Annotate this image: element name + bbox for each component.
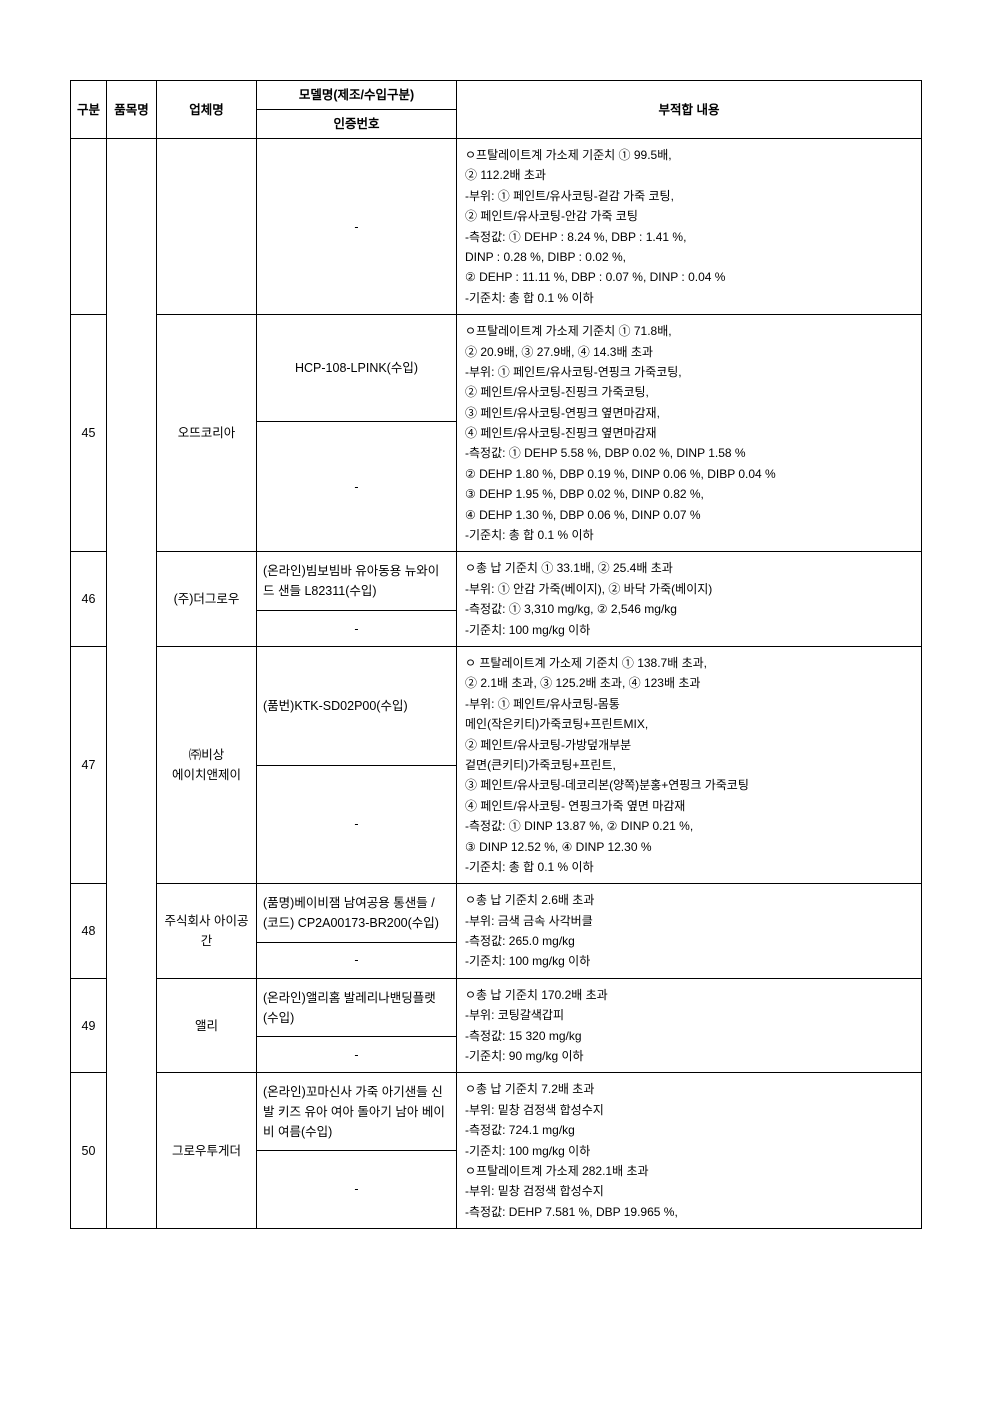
row-content: ㅇ총 납 기준치 170.2배 초과 -부위: 코팅갈색갑피 -측정값: 15 … xyxy=(457,978,922,1073)
row-item xyxy=(107,315,157,552)
row-item xyxy=(107,978,157,1073)
header-item: 품목명 xyxy=(107,81,157,139)
row-num: 49 xyxy=(71,978,107,1073)
header-company: 업체명 xyxy=(157,81,257,139)
row-content: ㅇ총 납 기준치 2.6배 초과 -부위: 금색 금속 사각버클 -측정값: 2… xyxy=(457,884,922,979)
row-model: - xyxy=(257,139,457,315)
row-cert: - xyxy=(257,421,457,552)
row-cert: - xyxy=(257,765,457,884)
row-cert: - xyxy=(257,1037,457,1073)
row-model: (품번)KTK-SD02P00(수입) xyxy=(257,646,457,765)
row-num: 47 xyxy=(71,646,107,883)
row-num: 46 xyxy=(71,552,107,647)
row-company: 오뜨코리아 xyxy=(157,315,257,552)
row-content: ㅇ총 납 기준치 7.2배 초과 -부위: 밑창 검정색 합성수지 -측정값: … xyxy=(457,1073,922,1229)
row-model: (온라인)꼬마신사 가죽 아기샌들 신발 키즈 유아 여아 돌아기 남아 베이비… xyxy=(257,1073,457,1150)
row-model: (품명)베이비잼 남여공용 통샌들 / (코드) CP2A00173-BR200… xyxy=(257,884,457,943)
row-company: (주)더그로우 xyxy=(157,552,257,647)
row-item xyxy=(107,552,157,647)
row-item xyxy=(107,646,157,883)
row-cert: - xyxy=(257,942,457,978)
row-num xyxy=(71,139,107,315)
row-num: 50 xyxy=(71,1073,107,1229)
row-content: ㅇ프탈레이트계 가소제 기준치 ① 71.8배, ② 20.9배, ③ 27.9… xyxy=(457,315,922,552)
row-company: 그로우투게더 xyxy=(157,1073,257,1229)
row-num: 48 xyxy=(71,884,107,979)
header-cert: 인증번호 xyxy=(257,110,457,139)
header-num: 구분 xyxy=(71,81,107,139)
row-content: ㅇ총 납 기준치 ① 33.1배, ② 25.4배 초과 -부위: ① 안감 가… xyxy=(457,552,922,647)
row-cert: - xyxy=(257,611,457,647)
row-company: 앨리 xyxy=(157,978,257,1073)
row-model: (온라인)빔보빔바 유아동용 뉴와이드 샌들 L82311(수입) xyxy=(257,552,457,611)
row-company xyxy=(157,139,257,315)
row-company: ㈜비상 에이치앤제이 xyxy=(157,646,257,883)
header-content: 부적합 내용 xyxy=(457,81,922,139)
row-model: (온라인)앨리홈 발레리나밴딩플랫(수입) xyxy=(257,978,457,1037)
row-content: ㅇ프탈레이트계 가소제 기준치 ① 99.5배, ② 112.2배 초과 -부위… xyxy=(457,139,922,315)
row-content: ㅇ 프탈레이트계 가소제 기준치 ① 138.7배 초과, ② 2.1배 초과,… xyxy=(457,646,922,883)
row-item xyxy=(107,139,157,315)
inspection-table: 구분 품목명 업체명 모델명(제조/수입구분) 부적합 내용 인증번호 -ㅇ프탈… xyxy=(70,80,922,1229)
row-model: HCP-108-LPINK(수입) xyxy=(257,315,457,422)
row-item xyxy=(107,884,157,979)
row-cert: - xyxy=(257,1150,457,1228)
row-item xyxy=(107,1073,157,1229)
row-num: 45 xyxy=(71,315,107,552)
row-company: 주식회사 아이공간 xyxy=(157,884,257,979)
header-model: 모델명(제조/수입구분) xyxy=(257,81,457,110)
